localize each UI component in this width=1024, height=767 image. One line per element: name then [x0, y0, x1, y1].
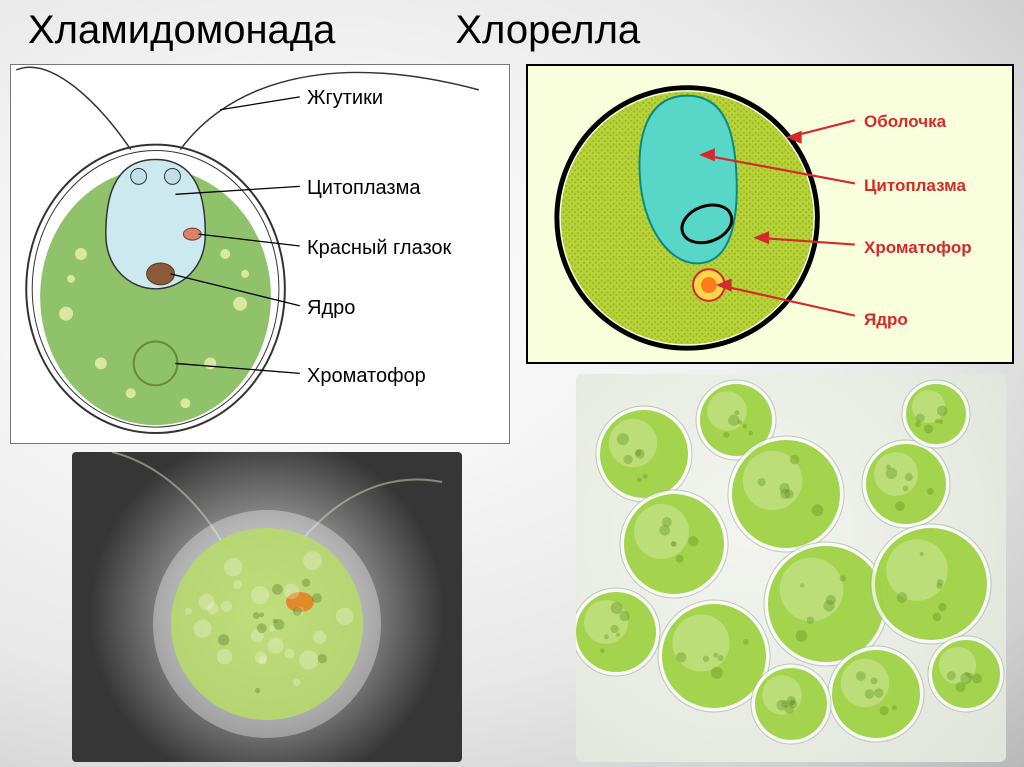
label-cytoplasm: Цитоплазма: [301, 177, 420, 200]
label-nucleus: Ядро: [301, 297, 355, 320]
label-text: Жгутики: [301, 87, 383, 110]
label-text: Цитоплазма: [858, 176, 966, 196]
title-row: Хламидомонада Хлорелла: [0, 0, 1024, 57]
label-flagella: Жгутики: [301, 87, 383, 110]
panel-chlamydomonas-diagram: Жгутики Цитоплазма Красный глазок Ядро Хрома…: [10, 64, 510, 444]
title-chlorella: Хлорелла: [455, 8, 640, 53]
label-text: Оболочка: [858, 112, 946, 132]
label-text: Ядро: [858, 310, 908, 330]
label-text: Хроматофор: [301, 365, 426, 388]
label-chromat: Хроматофор: [301, 365, 426, 388]
chlorella-micro-svg: [576, 374, 1006, 762]
label-cytoplasm: Цитоплазма: [858, 176, 966, 196]
label-eyespot: Красный глазок: [301, 237, 451, 260]
label-text: Хроматофор: [858, 238, 972, 258]
label-nucleus: Ядро: [858, 310, 908, 330]
panel-chlorella-diagram: Оболочка Цитоплазма Хроматофор Ядро: [526, 64, 1014, 364]
label-text: Ядро: [301, 297, 355, 320]
panel-chlamydomonas-micrograph: [72, 452, 462, 762]
label-membrane: Оболочка: [858, 112, 946, 132]
chlam-micro-svg: [72, 452, 462, 762]
chlorella-svg: [528, 66, 1012, 362]
label-text: Цитоплазма: [301, 177, 420, 200]
label-text: Красный глазок: [301, 237, 451, 260]
label-chromat: Хроматофор: [858, 238, 972, 258]
panel-chlorella-micrograph: [576, 374, 1006, 762]
title-chlamydomonas: Хламидомонада: [28, 8, 335, 53]
